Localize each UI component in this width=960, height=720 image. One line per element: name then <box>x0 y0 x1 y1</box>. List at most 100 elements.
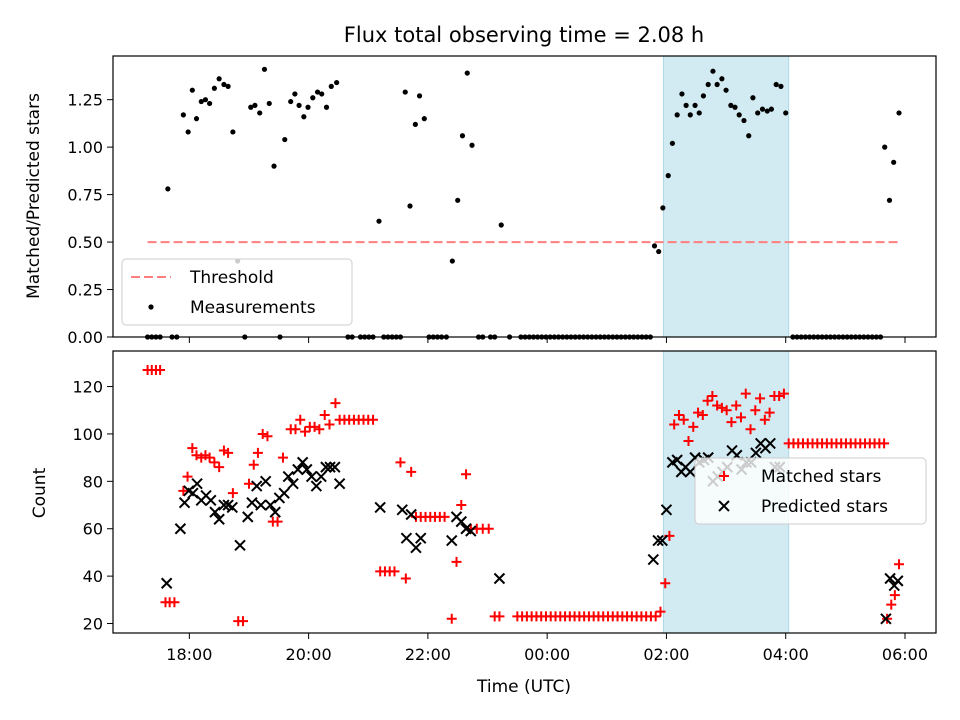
predicted-star-point <box>329 461 341 473</box>
predicted-star-point <box>405 508 417 521</box>
measurement-point <box>750 95 756 101</box>
predicted-star-point <box>246 496 258 509</box>
measurement-point <box>248 104 254 110</box>
predicted-star-point <box>234 539 246 552</box>
matched-star-point <box>243 478 254 489</box>
y-tick-label: 1.25 <box>67 91 103 110</box>
legend-matched-swatch <box>719 471 729 481</box>
matched-star-point <box>750 405 761 416</box>
counts-panel: 18:00 20:00 22:00 00:00 02:00 04:00 06:00 20 40 6… <box>72 350 937 664</box>
matched-star-point <box>755 393 766 404</box>
predicted-star-point <box>415 532 427 544</box>
measurement-point <box>692 102 698 108</box>
measurement-point <box>773 81 779 88</box>
matched-star-point <box>178 485 189 496</box>
measurement-point <box>728 102 734 108</box>
measurement-point <box>714 81 720 88</box>
predicted-star-point <box>880 613 892 625</box>
matched-star-point <box>451 556 462 567</box>
measurement-point <box>665 173 671 179</box>
measurement-point <box>469 142 475 148</box>
measurement-point <box>741 117 747 124</box>
matched-star-point <box>368 414 379 425</box>
measurement-point <box>783 110 789 116</box>
matched-star-point <box>778 388 789 399</box>
predicted-star-point <box>892 575 904 587</box>
matched-star-point <box>214 462 225 473</box>
measurement-point <box>656 248 662 255</box>
y-tick-label: 1.00 <box>67 138 103 157</box>
predicted-star-point <box>205 494 217 507</box>
axes-frame <box>112 350 937 634</box>
predicted-star-point <box>264 499 277 511</box>
measurement-point <box>310 95 316 101</box>
top-y-axis-label: Matched/Predicted stars <box>24 93 44 299</box>
y-tick-label: 60 <box>83 520 103 539</box>
measurement-point <box>230 129 236 135</box>
matched-star-point <box>650 611 661 622</box>
predicted-star-point <box>764 437 776 450</box>
measurement-point <box>271 163 277 169</box>
predicted-star-point <box>282 470 295 483</box>
matched-star-point <box>272 516 283 527</box>
predicted-star-point <box>324 461 336 473</box>
matched-star-point <box>290 424 301 435</box>
predicted-star-point <box>255 499 267 511</box>
measurement-point <box>180 112 186 118</box>
matched-star-point <box>446 613 457 624</box>
axes-frame <box>112 55 937 338</box>
predicted-star-point <box>410 541 422 554</box>
predicted-star-point <box>278 487 290 499</box>
measurement-point <box>252 102 258 108</box>
measurement-point <box>449 258 455 264</box>
y-tick-label: 120 <box>72 378 103 397</box>
matched-star-point <box>721 405 732 416</box>
x-tick-label: 00:00 <box>524 645 570 664</box>
legend-threshold-label: Threshold <box>189 268 274 288</box>
measurement-point <box>407 203 413 209</box>
measurement-point <box>193 116 200 122</box>
matched-star-point <box>731 400 742 411</box>
matched-star-point <box>456 500 467 511</box>
measurement-point <box>261 66 268 72</box>
predicted-star-point <box>446 534 458 547</box>
predicted-star-point <box>292 463 304 476</box>
matched-star-point <box>204 452 215 463</box>
predicted-star-point <box>684 466 697 478</box>
predicted-star-point <box>656 534 668 547</box>
measurement-point <box>266 100 272 107</box>
measurement-point <box>165 186 171 192</box>
measurement-point <box>746 133 752 139</box>
legend-measurements-swatch <box>148 304 154 310</box>
legend-measurements-label: Measurements <box>190 298 316 318</box>
ratio-panel: 0.00 0.25 0.50 0.75 1.00 1.25 Threshold Measure… <box>67 55 937 347</box>
predicted-star-point <box>296 456 309 469</box>
matched-star-point <box>688 421 699 432</box>
measurement-point <box>764 108 770 114</box>
matched-star-point <box>764 407 775 418</box>
matched-star-point <box>227 488 238 499</box>
y-tick-label: 40 <box>83 567 103 586</box>
measurement-point <box>464 70 470 76</box>
predicted-star-point <box>191 477 203 490</box>
measurement-point <box>221 81 227 88</box>
measurement-point <box>305 104 311 110</box>
legend-box <box>694 457 927 525</box>
measurement-point <box>669 140 676 146</box>
matched-star-point <box>319 409 330 420</box>
measurement-point <box>412 121 418 127</box>
measurement-point <box>328 83 334 89</box>
measurement-point <box>416 93 423 99</box>
measurement-point <box>319 91 325 97</box>
measurement-point <box>679 91 685 97</box>
measurement-point <box>334 79 340 86</box>
matched-star-point <box>759 414 770 425</box>
predicted-star-point <box>396 504 408 516</box>
measurement-point <box>216 76 222 82</box>
measurement-point <box>202 97 209 103</box>
measurement-point <box>759 106 766 112</box>
y-tick-label: 0.75 <box>67 186 103 205</box>
y-tick-label: 80 <box>83 472 103 491</box>
matched-star-point <box>702 395 713 406</box>
x-tick-label: 20:00 <box>286 645 332 664</box>
